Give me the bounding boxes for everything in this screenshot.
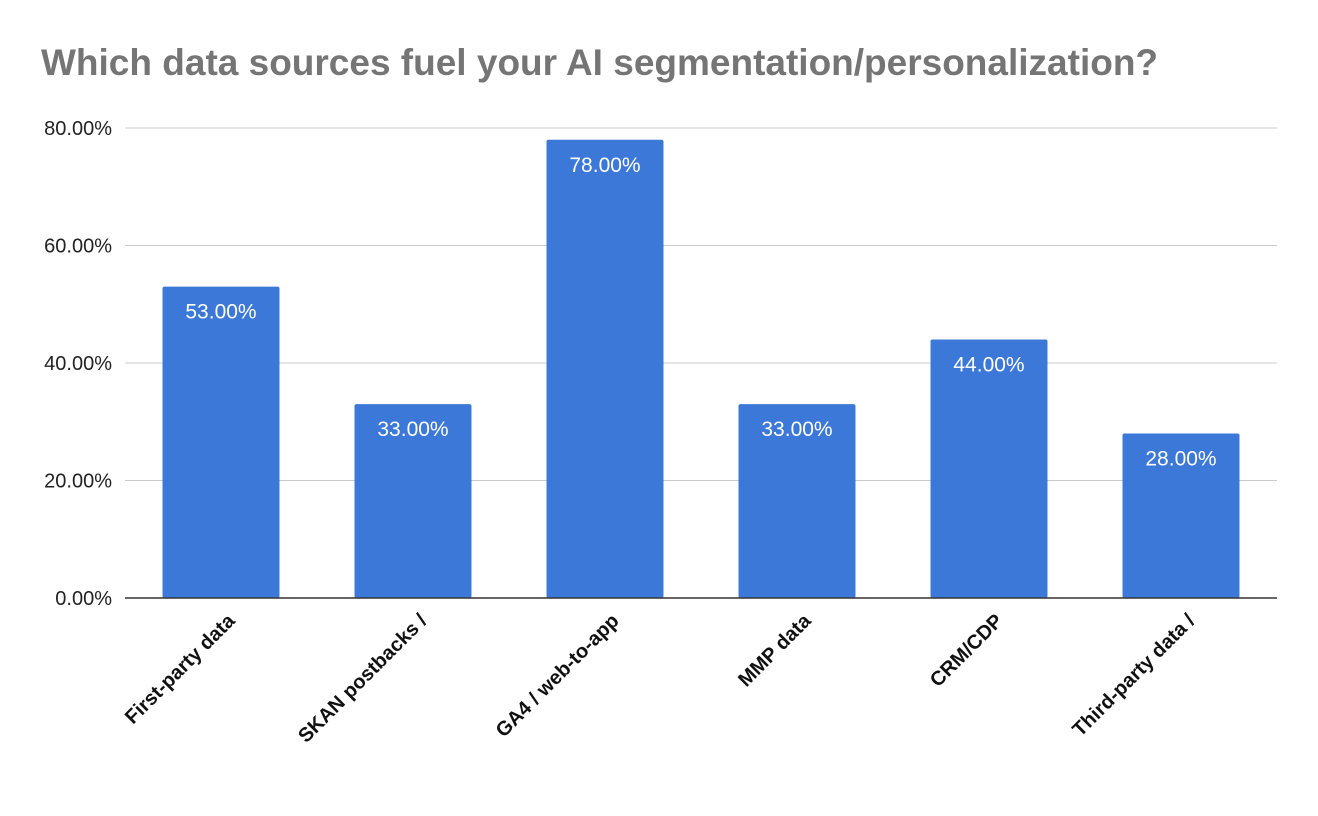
bar xyxy=(1122,433,1240,598)
data-label: 53.00% xyxy=(185,301,256,324)
data-label: 28.00% xyxy=(1145,448,1216,471)
x-tick-label: MMP data xyxy=(734,609,816,691)
bar xyxy=(546,139,664,598)
data-label: 44.00% xyxy=(953,354,1024,377)
y-tick-label: 60.00% xyxy=(44,236,112,258)
bar xyxy=(930,339,1048,598)
y-tick-label: 40.00% xyxy=(44,353,112,375)
data-label: 33.00% xyxy=(377,418,448,441)
y-tick-label: 0.00% xyxy=(55,588,112,610)
gridlines xyxy=(125,127,1277,481)
y-tick-label: 80.00% xyxy=(44,118,112,140)
data-label: 33.00% xyxy=(761,418,832,441)
bar xyxy=(354,404,472,598)
y-tick-label: 20.00% xyxy=(44,471,112,493)
bars xyxy=(162,139,1240,598)
bar xyxy=(738,404,856,598)
x-tick-label: Third-party data / xyxy=(1068,610,1199,741)
x-tick-label: First-party data xyxy=(121,609,240,728)
x-tick-label: GA4 / web-to-app xyxy=(492,610,624,742)
x-tick-label: CRM/CDP xyxy=(926,610,1008,692)
data-label: 78.00% xyxy=(569,154,640,177)
chart-title: Which data sources fuel your AI segmenta… xyxy=(41,42,1159,83)
x-tick-label: SKAN postbacks / xyxy=(294,610,432,748)
bar xyxy=(162,286,280,598)
